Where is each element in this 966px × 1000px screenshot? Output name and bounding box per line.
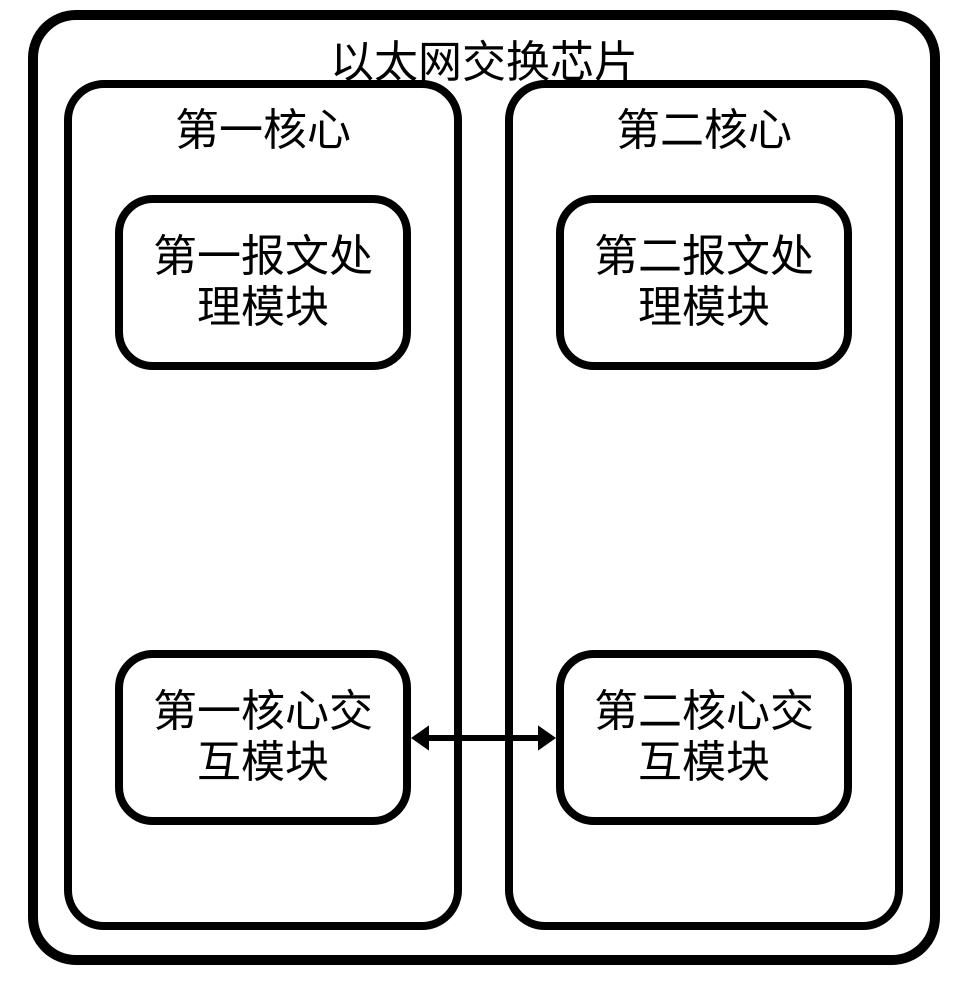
module1-label: 第一报文处 理模块 [153, 232, 373, 333]
core1-title: 第一核心 [175, 94, 351, 158]
module2-box: 第一核心交 互模块 [115, 650, 411, 825]
module1-box: 第一报文处 理模块 [115, 195, 411, 370]
module2-label: 第一核心交 互模块 [153, 687, 373, 788]
module4-box: 第二核心交 互模块 [556, 650, 852, 825]
module4-label: 第二核心交 互模块 [594, 687, 814, 788]
module3-label: 第二报文处 理模块 [594, 232, 814, 333]
module3-box: 第二报文处 理模块 [556, 195, 852, 370]
core2-title: 第二核心 [616, 94, 792, 158]
